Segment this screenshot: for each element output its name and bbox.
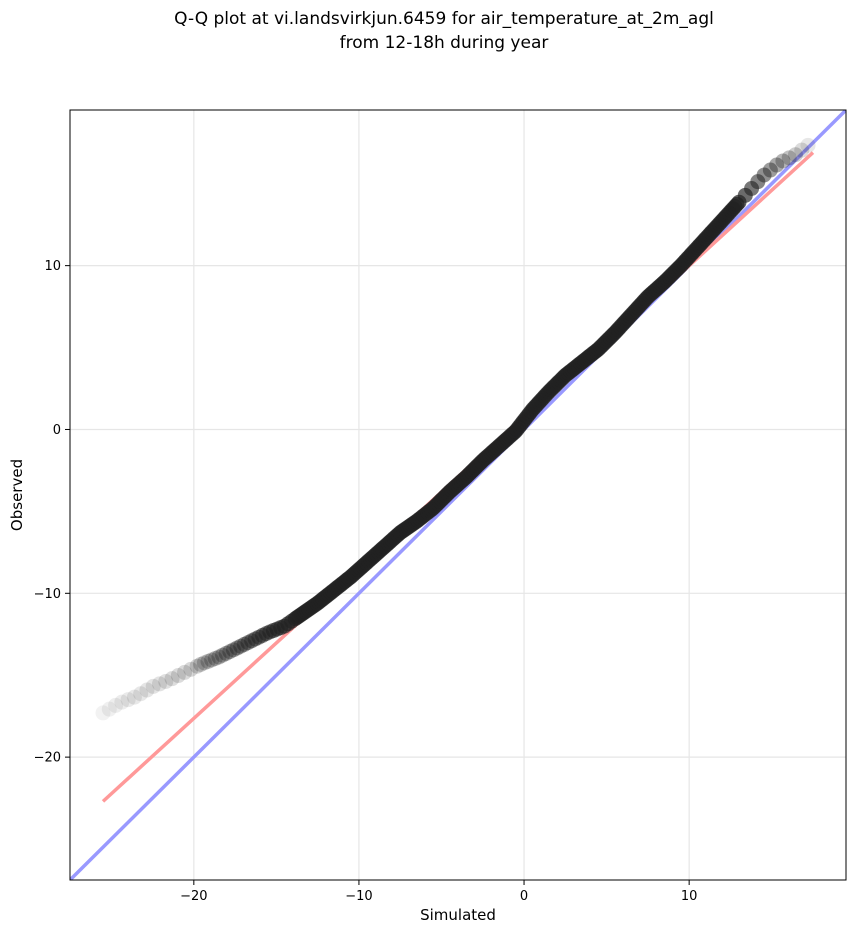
quantile-point (145, 678, 161, 694)
identity-line (70, 110, 846, 880)
quantile-point (183, 661, 199, 677)
quantile-point (218, 645, 234, 661)
y-tick-label: −20 (34, 751, 61, 766)
quantile-point (775, 153, 791, 169)
quantile-point (222, 644, 238, 660)
y-tick-label: −10 (34, 587, 61, 602)
quantile-point (204, 652, 220, 668)
quantile-point (225, 642, 241, 658)
x-axis-label: Simulated (420, 906, 496, 924)
plot-frame (69, 109, 847, 881)
quantile-point (781, 150, 797, 166)
quantile-point (126, 689, 142, 705)
quantile-point (200, 653, 216, 669)
quantile-point (133, 686, 149, 702)
quantile-point (756, 167, 772, 183)
reference-lines (70, 110, 846, 880)
x-tick-label: −10 (345, 889, 372, 904)
quantile-point (193, 656, 209, 672)
quantile-point (114, 694, 130, 710)
quantile-point (215, 647, 231, 663)
y-tick-label: 10 (44, 259, 61, 274)
quantile-point (139, 682, 155, 698)
quantile-points (95, 137, 816, 721)
x-tick-label: 0 (520, 889, 528, 904)
quantile-point (108, 697, 124, 713)
quantile-point (800, 137, 816, 153)
y-tick-label: 0 (53, 423, 61, 438)
quantile-point (762, 162, 778, 178)
quantile-point (787, 147, 803, 163)
axis-ticks: −20 −10 0 10 −20 −10 0 10 (34, 259, 698, 904)
quantile-point (95, 705, 111, 721)
quantile-point (769, 157, 785, 173)
chart-title-line-2: from 12-18h during year (340, 33, 549, 53)
x-tick-label: −20 (180, 889, 207, 904)
quantile-point (158, 673, 174, 689)
quantile-point (120, 692, 136, 708)
quantile-point (170, 668, 186, 684)
x-tick-label: 10 (681, 889, 698, 904)
quantile-point (101, 701, 117, 717)
quantile-point (196, 655, 212, 671)
quantile-point (207, 651, 223, 667)
quantile-point (177, 664, 193, 680)
quantile-point (151, 676, 167, 692)
chart-title-line-1: Q-Q plot at vi.landsvirkjun.6459 for air… (174, 9, 714, 29)
quantile-point (164, 671, 180, 687)
quantile-point (189, 658, 205, 674)
quantile-point (229, 640, 245, 656)
grid (70, 110, 846, 880)
quantile-point (211, 649, 227, 665)
quantile-point (794, 142, 810, 158)
y-axis-label: Observed (8, 459, 26, 531)
